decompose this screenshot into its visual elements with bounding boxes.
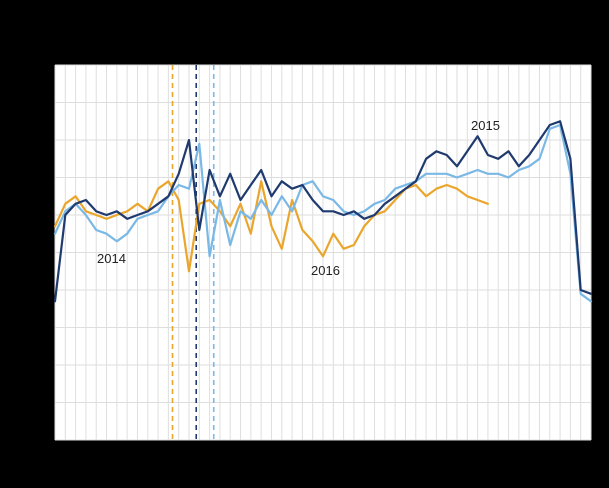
series-label-2015: 2015 [471,118,500,133]
series-label-2016: 2016 [311,263,340,278]
series-label-2014: 2014 [97,251,126,266]
